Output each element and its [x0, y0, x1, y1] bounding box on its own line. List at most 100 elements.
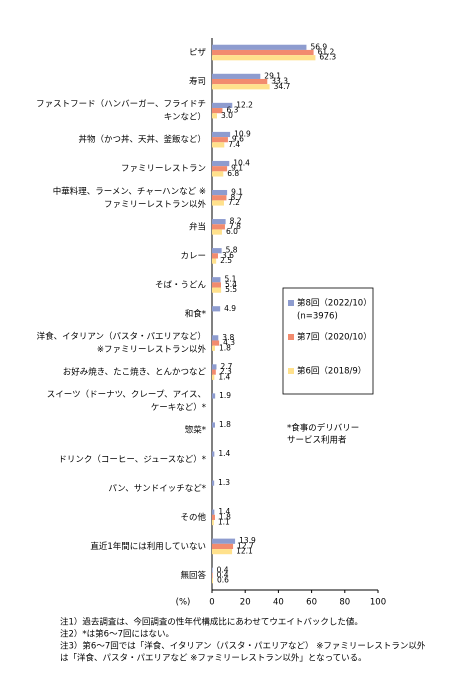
value-label: 7.8 [229, 222, 241, 231]
bar [212, 393, 216, 399]
value-label: 3.8 [222, 333, 234, 342]
value-label: 4.3 [223, 338, 235, 347]
category-label: カレー [180, 251, 206, 261]
value-label: 8.2 [230, 217, 242, 226]
bar [212, 519, 214, 526]
category-label: 寿司 [189, 76, 206, 87]
value-label: 5.1 [224, 275, 236, 284]
value-label: 1.8 [219, 343, 231, 352]
bar [212, 287, 222, 293]
value-label: 7.2 [228, 198, 240, 207]
bar [212, 44, 307, 50]
category-label: 無回答 [180, 570, 206, 581]
bar [212, 195, 227, 201]
bar [212, 422, 215, 428]
value-label: 12.1 [236, 547, 253, 556]
bar [212, 258, 217, 264]
value-label: 29.1 [264, 71, 281, 80]
value-label: 0.4 [217, 565, 229, 574]
x-tick-label: 100 [370, 598, 386, 608]
value-label: 1.8 [219, 512, 231, 521]
bar [212, 451, 215, 457]
value-label: 3.0 [221, 111, 233, 120]
bar [212, 219, 226, 225]
category-label: ドリンク（コーヒー、ジュースなど）* [58, 454, 206, 465]
bar [212, 224, 225, 230]
category-label: そば・うどん [155, 280, 207, 290]
bar [212, 578, 213, 584]
bar [212, 282, 221, 288]
category-label: ファミリーレストラン以外 [104, 199, 207, 210]
value-label: 9.6 [232, 135, 244, 144]
bar [212, 364, 217, 370]
legend-label: 第8回（2022/10） [297, 298, 372, 309]
bar [212, 189, 228, 196]
x-tick-label: 0 [209, 598, 214, 608]
value-label: 8.7 [230, 193, 242, 202]
legend-swatch [288, 334, 294, 340]
bar [212, 166, 228, 172]
bar [212, 55, 316, 61]
bar [212, 142, 225, 148]
value-label: 1.4 [218, 507, 230, 516]
value-label: 13.9 [239, 536, 256, 545]
bar [212, 369, 216, 375]
bar [212, 567, 213, 573]
value-label: 6.3 [226, 106, 238, 115]
bar [212, 572, 213, 579]
category-label: ピザ [189, 48, 207, 58]
legend-swatch [288, 300, 294, 306]
bar [212, 277, 221, 283]
category-label: ※ファミリーレストラン以外 [97, 344, 207, 355]
bar [212, 509, 215, 515]
value-label: 7.4 [228, 140, 240, 149]
category-label: 直近1年間には利用していない [90, 541, 206, 552]
value-label: 33.3 [271, 77, 288, 86]
value-label: 12.7 [237, 541, 254, 550]
value-label: 1.9 [219, 391, 231, 400]
category-label: その他 [180, 512, 206, 523]
bar [212, 49, 314, 56]
bar [212, 108, 223, 114]
value-label: 10.9 [234, 129, 251, 138]
bar [212, 374, 215, 380]
bar [212, 538, 236, 544]
value-label: 4.9 [224, 304, 236, 313]
bar [212, 253, 218, 259]
value-label: 0.4 [217, 570, 229, 579]
value-label: 56.9 [310, 42, 327, 51]
value-label: 2.7 [220, 362, 232, 371]
footnote: 注1）過去調査は、今回調査の性年代構成比にあわせてウエイトバックした値。 [60, 617, 363, 628]
bar [212, 229, 222, 235]
bar [212, 340, 220, 346]
value-label: 5.4 [225, 280, 237, 289]
bar [212, 549, 233, 555]
x-tick-label: 20 [240, 598, 251, 608]
value-label: 1.1 [218, 518, 230, 527]
footnote: 注3）第6～7回では「洋食、イタリアン（パスタ・パエリアなど） ※ファミリーレス… [60, 641, 426, 652]
legend-label: 第6回（2018/9） [297, 366, 366, 377]
bar [212, 137, 228, 143]
bar [212, 306, 221, 312]
legend-note: (n=3976) [297, 312, 338, 322]
value-label: 6.0 [226, 227, 238, 236]
category-label: 弁当 [189, 221, 206, 232]
bar [212, 84, 270, 90]
value-label: 2.5 [220, 256, 232, 265]
bar [212, 160, 230, 167]
value-label: 3.6 [222, 251, 234, 260]
legend-label: 第7回（2020/10） [297, 332, 372, 343]
category-label: スイーツ（ドーナツ、クレープ、アイス、 [47, 389, 206, 400]
bar [212, 102, 233, 109]
value-label: 10.4 [233, 159, 250, 168]
value-label: 5.5 [225, 285, 237, 294]
bar [212, 335, 219, 341]
category-label: 和食* [185, 309, 206, 320]
x-tick-label: 60 [306, 598, 317, 608]
legend-footnote: *食事のデリバリー [287, 423, 359, 434]
category-label: 洋食、イタリアン（パスタ・パエリアなど） [37, 331, 206, 342]
value-label: 9.1 [231, 164, 243, 173]
bar [212, 345, 215, 351]
footnote: 注2）*は第6～7回にはない。 [60, 629, 174, 640]
